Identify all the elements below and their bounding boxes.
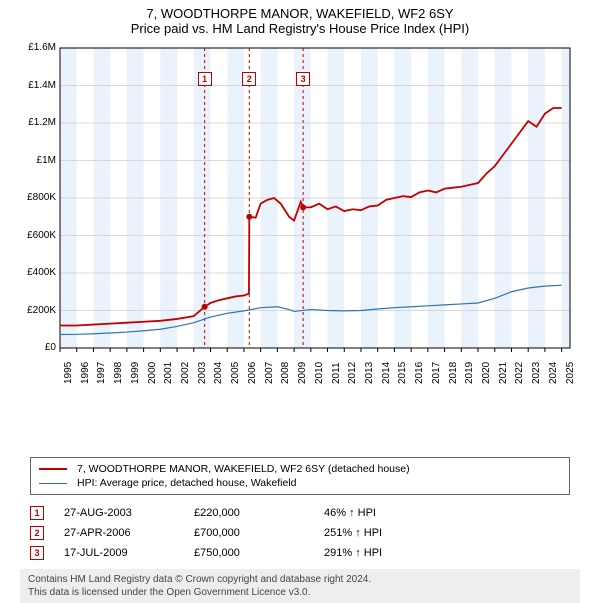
y-axis-label: £600K [20,230,56,241]
y-axis-label: £1M [20,155,56,166]
x-axis-label: 2000 [147,362,158,384]
chart-page: 7, WOODTHORPE MANOR, WAKEFIELD, WF2 6SY … [0,0,600,590]
x-axis-label: 2012 [347,362,358,384]
event-row: 1 27-AUG-2003 £220,000 46% ↑ HPI [30,503,570,523]
legend-swatch [39,483,67,484]
x-axis-label: 2009 [297,362,308,384]
chart-area: £0 £200K £400K £600K £800K £1M £1.2M £1.4M £1.6M… [20,42,580,402]
x-axis-label: 2024 [548,362,559,384]
x-axis-label: 1997 [96,362,107,384]
x-axis-label: 1998 [113,362,124,384]
y-axis-label: £1.2M [20,117,56,128]
event-price: £700,000 [194,527,304,539]
y-axis-label: £800K [20,192,56,203]
x-axis-label: 2002 [180,362,191,384]
legend-item: HPI: Average price, detached house, Wake… [39,476,561,490]
x-axis-label: 2001 [163,362,174,384]
x-axis-label: 2021 [498,362,509,384]
x-axis-label: 2020 [481,362,492,384]
x-axis-label: 2018 [448,362,459,384]
page-title: 7, WOODTHORPE MANOR, WAKEFIELD, WF2 6SY [0,6,600,21]
x-axis-label: 2008 [280,362,291,384]
y-axis-label: £1.6M [20,42,56,53]
x-axis-label: 2014 [381,362,392,384]
event-row: 3 17-JUL-2009 £750,000 291% ↑ HPI [30,543,570,563]
event-marker: 3 [30,546,44,560]
x-axis-label: 2023 [531,362,542,384]
x-axis-label: 2019 [464,362,475,384]
x-axis-label: 2013 [364,362,375,384]
x-axis-label: 2010 [314,362,325,384]
footer-line: Contains HM Land Registry data © Crown c… [28,573,572,586]
x-axis-label: 2003 [197,362,208,384]
event-price: £750,000 [194,547,304,559]
legend-item: 7, WOODTHORPE MANOR, WAKEFIELD, WF2 6SY … [39,462,561,476]
x-axis-label: 2025 [565,362,576,384]
x-axis-label: 2017 [431,362,442,384]
legend-swatch [39,468,67,470]
x-axis-label: 1996 [80,362,91,384]
event-date: 27-AUG-2003 [64,507,174,519]
x-axis-label: 2016 [414,362,425,384]
x-axis-label: 2006 [247,362,258,384]
x-axis-label: 2005 [230,362,241,384]
footer: Contains HM Land Registry data © Crown c… [20,569,580,603]
event-date: 27-APR-2006 [64,527,174,539]
chart-marker: 1 [198,72,212,86]
event-hpi: 251% ↑ HPI [324,527,444,539]
y-axis-label: £1.4M [20,80,56,91]
y-axis-label: £0 [20,342,56,353]
event-hpi: 291% ↑ HPI [324,547,444,559]
x-axis-label: 2011 [331,362,342,384]
plot: £0 £200K £400K £600K £800K £1M £1.2M £1.4M £1.6M… [20,42,580,402]
x-axis-label: 2004 [213,362,224,384]
header: 7, WOODTHORPE MANOR, WAKEFIELD, WF2 6SY … [0,0,600,38]
legend-label: 7, WOODTHORPE MANOR, WAKEFIELD, WF2 6SY … [77,463,410,475]
event-marker: 2 [30,526,44,540]
event-date: 17-JUL-2009 [64,547,174,559]
event-hpi: 46% ↑ HPI [324,507,444,519]
page-subtitle: Price paid vs. HM Land Registry's House … [0,21,600,36]
footer-line: This data is licensed under the Open Gov… [28,586,572,599]
x-axis-label: 2015 [397,362,408,384]
event-marker: 1 [30,506,44,520]
event-row: 2 27-APR-2006 £700,000 251% ↑ HPI [30,523,570,543]
event-table: 1 27-AUG-2003 £220,000 46% ↑ HPI 2 27-APR-200… [30,503,570,563]
x-axis-label: 2022 [514,362,525,384]
chart-marker: 3 [296,72,310,86]
chart-marker: 2 [242,72,256,86]
legend-label: HPI: Average price, detached house, Wake… [77,477,296,489]
y-axis-label: £400K [20,267,56,278]
event-price: £220,000 [194,507,304,519]
legend: 7, WOODTHORPE MANOR, WAKEFIELD, WF2 6SY … [30,457,570,495]
x-axis-label: 2007 [264,362,275,384]
x-axis-label: 1995 [63,362,74,384]
x-axis-label: 1999 [130,362,141,384]
y-axis-label: £200K [20,305,56,316]
